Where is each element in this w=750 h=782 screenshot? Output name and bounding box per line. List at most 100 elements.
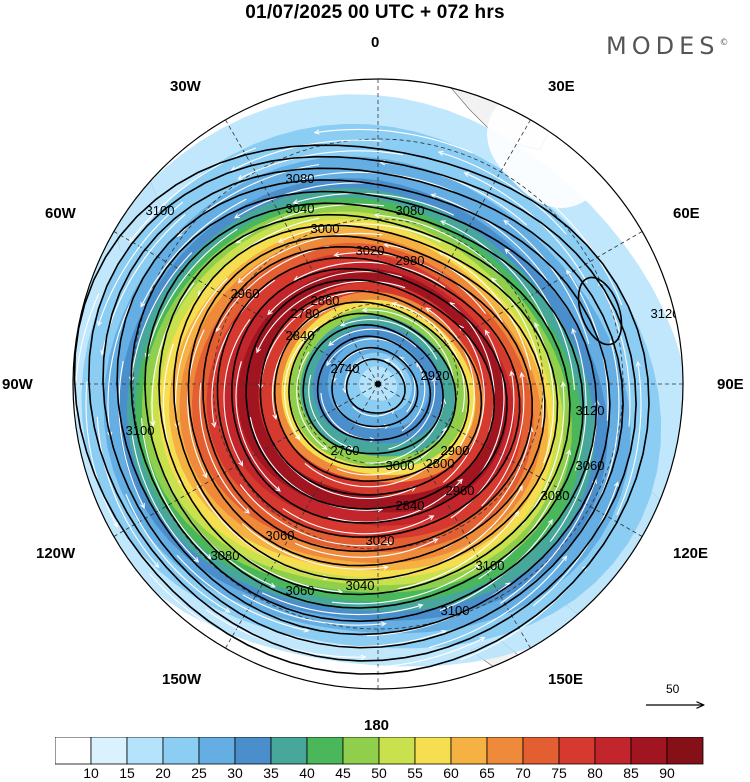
colorbar-tick-label: 40 [299,765,315,781]
meridian [225,119,379,385]
streamline [223,318,251,464]
contour-label: 3080 [211,548,240,563]
streamline [249,417,381,510]
streamline [296,351,326,449]
colorbar-tick-label: 35 [263,765,279,781]
streamline [432,195,548,281]
contour-label: 2840 [286,328,315,343]
streamline [152,282,195,425]
contour-label: 3000 [386,458,415,473]
streamline [616,363,642,516]
copyright-mark: © [719,38,729,48]
longitude-label-180: 180 [364,717,390,734]
longitude-label-60e: 60E [673,205,700,222]
streamline [261,290,368,388]
streamline [573,330,587,471]
colorbar-swatch [594,737,632,765]
height-contour [116,179,611,636]
contour-label: 3100 [441,603,470,618]
streamline [140,417,211,558]
streamline [147,228,238,357]
parallel [297,303,459,465]
colorbar-swatch [378,737,416,765]
colorbar-tick-label: 20 [155,765,171,781]
contour-label: 3060 [286,583,315,598]
height-contour [216,256,521,538]
contour-label: 3080 [396,203,425,218]
contour-label: 2900 [441,443,470,458]
longitude-label-90e: 90E [717,376,744,393]
streamline [217,245,330,330]
longitude-label-0: 0 [371,34,380,51]
streamline [85,381,117,525]
contour-label: 3060 [576,458,605,473]
streamline [428,557,566,649]
streamline [345,357,369,392]
streamline [187,329,206,477]
contour-label: 3020 [356,243,385,258]
streamline [236,182,377,217]
colorbar-swatch [450,737,488,765]
contour-label: 3040 [286,201,315,216]
streamline [142,198,247,306]
streamline [235,361,279,490]
longitude-label-150e: 150E [548,671,584,688]
streamline [316,128,473,154]
colorbar-tick-label: 25 [191,765,207,781]
colorbar-swatch [270,737,308,765]
height-contour [302,323,444,455]
streamline [334,638,484,669]
streamline [257,280,406,351]
streamline [212,279,276,426]
contour-label: 3060 [266,528,295,543]
streamline [599,282,631,427]
colorbar-tick-label: 45 [335,765,351,781]
south-pole-marker [375,381,381,387]
colorbar-tick-label: 70 [515,765,531,781]
contour-label: 3120 [476,78,505,93]
longitude-label-30e: 30E [548,78,575,95]
streamline [393,304,465,413]
height-contour [231,267,508,524]
streamline [118,360,144,507]
colorbar-swatch [486,737,524,765]
streamline [239,232,383,281]
longitude-label-120w: 120W [36,545,76,562]
colorbar-tick-label: 15 [119,765,135,781]
streamline [295,193,455,216]
meridian [377,383,643,537]
streamline [328,480,461,523]
colorbar-swatch [666,737,704,765]
contour-label: 2920 [421,368,450,383]
longitude-label-60w: 60W [45,205,76,222]
streamline [330,328,417,348]
streamline [532,484,617,607]
height-contour [273,301,470,482]
streamline [397,513,518,590]
streamline [199,382,248,512]
height-contour [158,213,571,596]
contour-label: 2800 [426,456,455,471]
height-contour [202,245,534,553]
height-contour [130,190,598,623]
colorbar-swatch [234,737,272,765]
streamline [239,484,390,546]
streamline [526,183,623,306]
streamline [239,150,404,179]
streamline [440,252,532,371]
height-contour-cell [577,276,623,346]
height-contour [172,224,559,581]
streamline [295,261,446,288]
streamline [308,374,352,449]
contour-label: 3100 [146,203,175,218]
colorbar-tick-label: 55 [407,765,423,781]
streamline [336,253,487,315]
colorbar [55,737,704,765]
modes-logo: MODES© [606,32,728,60]
contour-label: 3100 [126,423,155,438]
streamline [450,373,514,519]
streamline [481,374,524,507]
colorbar-tick-label: 50 [371,765,387,781]
meridian [225,383,379,649]
